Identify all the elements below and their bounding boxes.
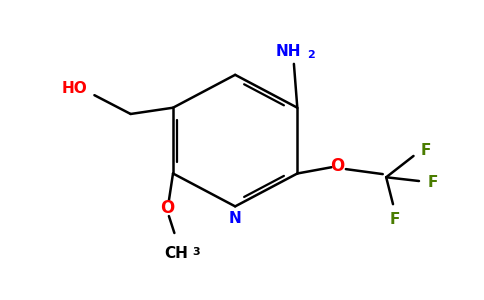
Text: 2: 2 <box>307 50 315 60</box>
Text: NH: NH <box>276 44 301 59</box>
Text: F: F <box>389 212 400 227</box>
Text: HO: HO <box>62 81 88 96</box>
Text: 3: 3 <box>192 247 200 257</box>
Text: N: N <box>229 212 242 226</box>
Text: CH: CH <box>164 245 188 260</box>
Text: F: F <box>427 175 438 190</box>
Text: F: F <box>420 143 431 158</box>
Text: O: O <box>330 157 344 175</box>
Text: O: O <box>160 199 175 217</box>
